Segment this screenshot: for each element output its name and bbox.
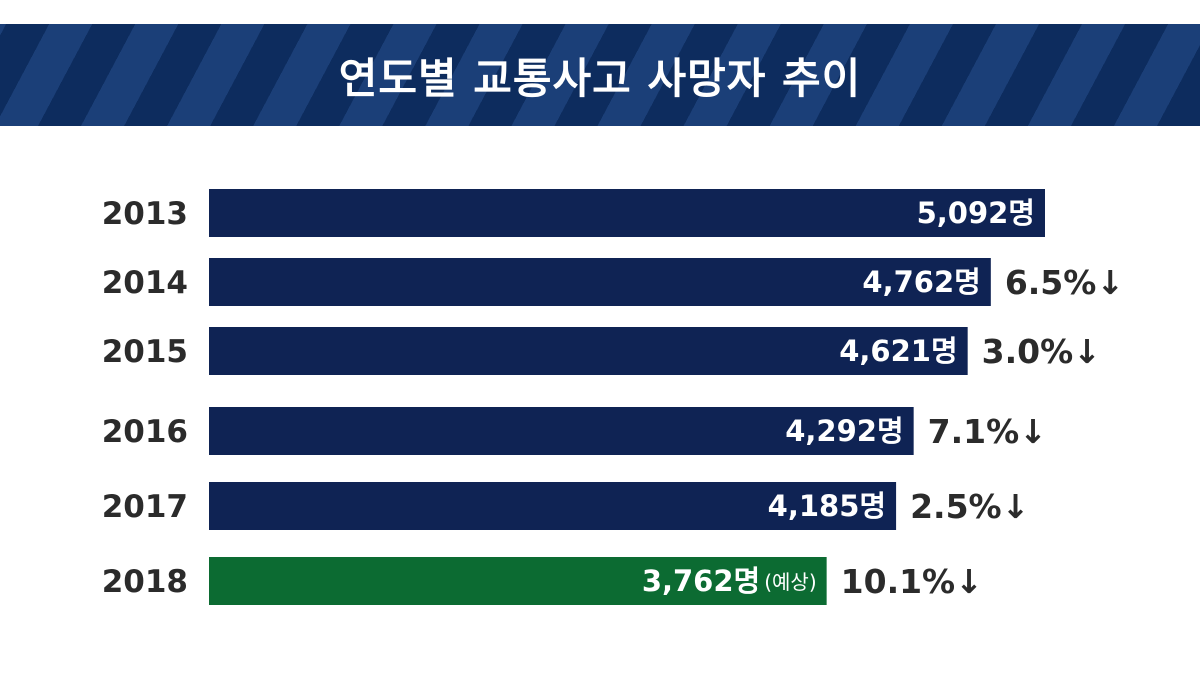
bar-value-label: 4,185명 <box>768 489 886 523</box>
bar <box>209 407 914 455</box>
bar-value-label: 3,762명 <box>642 564 760 598</box>
year-label: 2016 <box>102 414 188 450</box>
year-label: 2014 <box>102 265 188 301</box>
bar-value-label: 4,762명 <box>862 265 980 299</box>
year-label: 2018 <box>102 564 188 600</box>
year-label: 2013 <box>102 196 188 232</box>
bar-value-label: 4,621명 <box>839 334 957 368</box>
bar <box>209 258 991 306</box>
year-label: 2017 <box>102 489 188 525</box>
year-label: 2015 <box>102 334 188 370</box>
change-label: 7.1%↓ <box>928 412 1047 451</box>
change-label: 2.5%↓ <box>910 487 1029 526</box>
bar <box>209 482 897 530</box>
change-label: 6.5%↓ <box>1005 263 1124 302</box>
bar-value-label: 5,092명 <box>917 196 1035 230</box>
change-label: 3.0%↓ <box>982 332 1101 371</box>
chart-title: 연도별 교통사고 사망자 추이 <box>338 53 862 103</box>
bar-value-label: 4,292명 <box>785 414 903 448</box>
title-banner: 연도별 교통사고 사망자 추이 <box>0 24 1200 126</box>
bar <box>209 189 1045 237</box>
change-label: 10.1%↓ <box>841 562 983 601</box>
bar-note: (예상) <box>764 570 816 594</box>
bar <box>209 557 827 605</box>
bar <box>209 327 968 375</box>
